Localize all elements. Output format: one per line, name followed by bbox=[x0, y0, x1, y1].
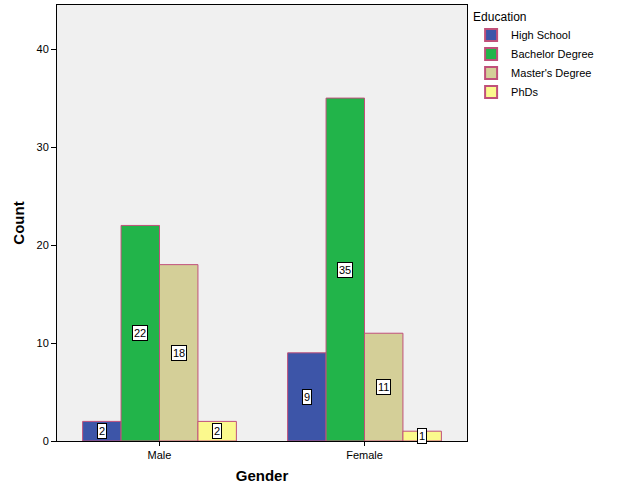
svg-text:Female: Female bbox=[346, 449, 383, 461]
svg-text:PhDs: PhDs bbox=[511, 86, 538, 98]
svg-text:2: 2 bbox=[214, 425, 220, 437]
svg-text:Master's Degree: Master's Degree bbox=[511, 67, 591, 79]
svg-text:High School: High School bbox=[511, 29, 570, 41]
svg-text:Male: Male bbox=[148, 449, 172, 461]
svg-text:11: 11 bbox=[378, 381, 389, 393]
svg-text:20: 20 bbox=[37, 239, 49, 251]
svg-text:35: 35 bbox=[339, 264, 351, 276]
svg-text:2: 2 bbox=[99, 425, 105, 437]
svg-text:10: 10 bbox=[37, 337, 49, 349]
svg-text:40: 40 bbox=[37, 43, 49, 55]
svg-text:22: 22 bbox=[134, 327, 146, 339]
svg-text:Bachelor Degree: Bachelor Degree bbox=[511, 48, 594, 60]
svg-text:1: 1 bbox=[419, 430, 425, 442]
svg-text:30: 30 bbox=[37, 141, 49, 153]
svg-text:9: 9 bbox=[304, 391, 310, 403]
svg-text:Gender: Gender bbox=[236, 467, 289, 484]
svg-text:18: 18 bbox=[173, 347, 185, 359]
svg-text:Education: Education bbox=[473, 10, 526, 24]
svg-text:0: 0 bbox=[43, 435, 49, 447]
svg-text:Count: Count bbox=[10, 201, 27, 244]
